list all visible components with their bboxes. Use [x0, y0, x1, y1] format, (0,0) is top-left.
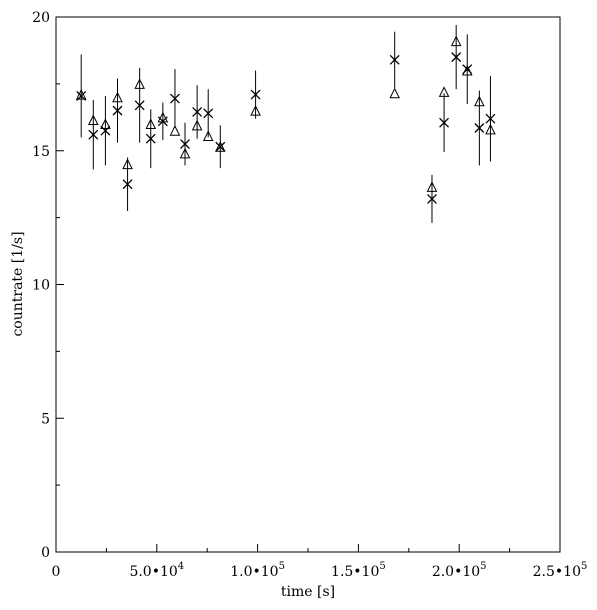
x-tick-mantissa: 1.5•10: [331, 564, 379, 580]
y-tick-label: 15: [32, 144, 50, 160]
triangle-marker: [450, 35, 462, 47]
triangle-marker: [426, 181, 438, 192]
cross-marker: [485, 113, 496, 124]
cross-marker: [145, 133, 156, 144]
cross-marker: [250, 89, 261, 100]
triangle-marker: [474, 95, 485, 107]
cross-marker: [203, 108, 214, 119]
x-tick-exponent: 5: [279, 561, 285, 572]
triangle-marker: [250, 105, 261, 116]
x-tick-exponent: 5: [480, 561, 486, 572]
plot-frame: [55, 16, 561, 553]
triangle-marker: [179, 147, 191, 159]
x-tick-label: 1.0•105: [230, 561, 285, 580]
triangle-marker: [438, 86, 450, 97]
x-tick-mantissa: 1.0•10: [230, 564, 278, 580]
x-tick-mantissa: 5.0•10: [129, 564, 177, 580]
triangle-marker: [87, 114, 99, 125]
y-axis-title: countrate [1/s]: [10, 231, 26, 336]
x-tick-mantissa: 2.5•10: [533, 564, 581, 580]
cross-marker: [439, 117, 450, 128]
triangle-marker: [202, 130, 214, 142]
triangle-marker: [214, 141, 226, 152]
cross-marker: [451, 52, 462, 63]
cross-marker: [157, 116, 168, 127]
data-markers: [75, 35, 496, 204]
triangle-marker: [191, 119, 203, 131]
triangle-marker: [169, 125, 181, 136]
cross-marker: [134, 100, 145, 111]
y-tick-label: 10: [32, 278, 50, 294]
x-tick-exponent: 5: [379, 561, 385, 572]
cross-marker: [462, 64, 473, 75]
cross-marker: [215, 141, 226, 152]
cross-marker: [76, 90, 87, 101]
triangle-marker: [485, 123, 496, 135]
cross-marker: [88, 129, 99, 140]
x-tick-label: 1.5•105: [331, 561, 386, 580]
cross-marker: [122, 179, 133, 190]
cross-marker: [389, 54, 400, 65]
y-axis-ticks: 0 5 10 15 20: [32, 10, 64, 561]
x-tick-exponent: 5: [581, 561, 587, 572]
cross-marker: [180, 139, 190, 150]
x-tick-mantissa: 2.0•10: [432, 564, 480, 580]
x-tick-mantissa: 0: [52, 564, 61, 580]
error-bars: [80, 25, 491, 223]
x-tick-label: 5.0•104: [129, 561, 184, 580]
x-axis-ticks: 0 5.0•104 1.0•105 1.5•105 2.0•105 2.5•105: [52, 544, 588, 580]
cross-marker: [192, 107, 203, 117]
cross-marker: [427, 193, 437, 204]
cross-marker: [474, 123, 485, 133]
x-tick-exponent: 4: [178, 561, 184, 572]
triangle-marker: [112, 91, 123, 103]
y-tick-label: 5: [41, 411, 50, 427]
triangle-marker: [134, 78, 145, 89]
triangle-marker: [122, 158, 133, 170]
x-tick-label: 0: [52, 564, 61, 580]
triangle-marker: [145, 118, 157, 129]
y-tick-label: 0: [41, 545, 50, 561]
cross-marker: [169, 93, 180, 104]
cross-marker: [112, 105, 123, 116]
cross-marker: [100, 125, 111, 136]
triangle-marker: [389, 87, 400, 99]
x-axis-title: time [s]: [281, 584, 335, 600]
x-tick-label: 2.5•105: [533, 561, 588, 580]
y-tick-label: 20: [32, 10, 50, 26]
triangle-marker: [100, 118, 111, 129]
x-tick-label: 2.0•105: [432, 561, 487, 580]
